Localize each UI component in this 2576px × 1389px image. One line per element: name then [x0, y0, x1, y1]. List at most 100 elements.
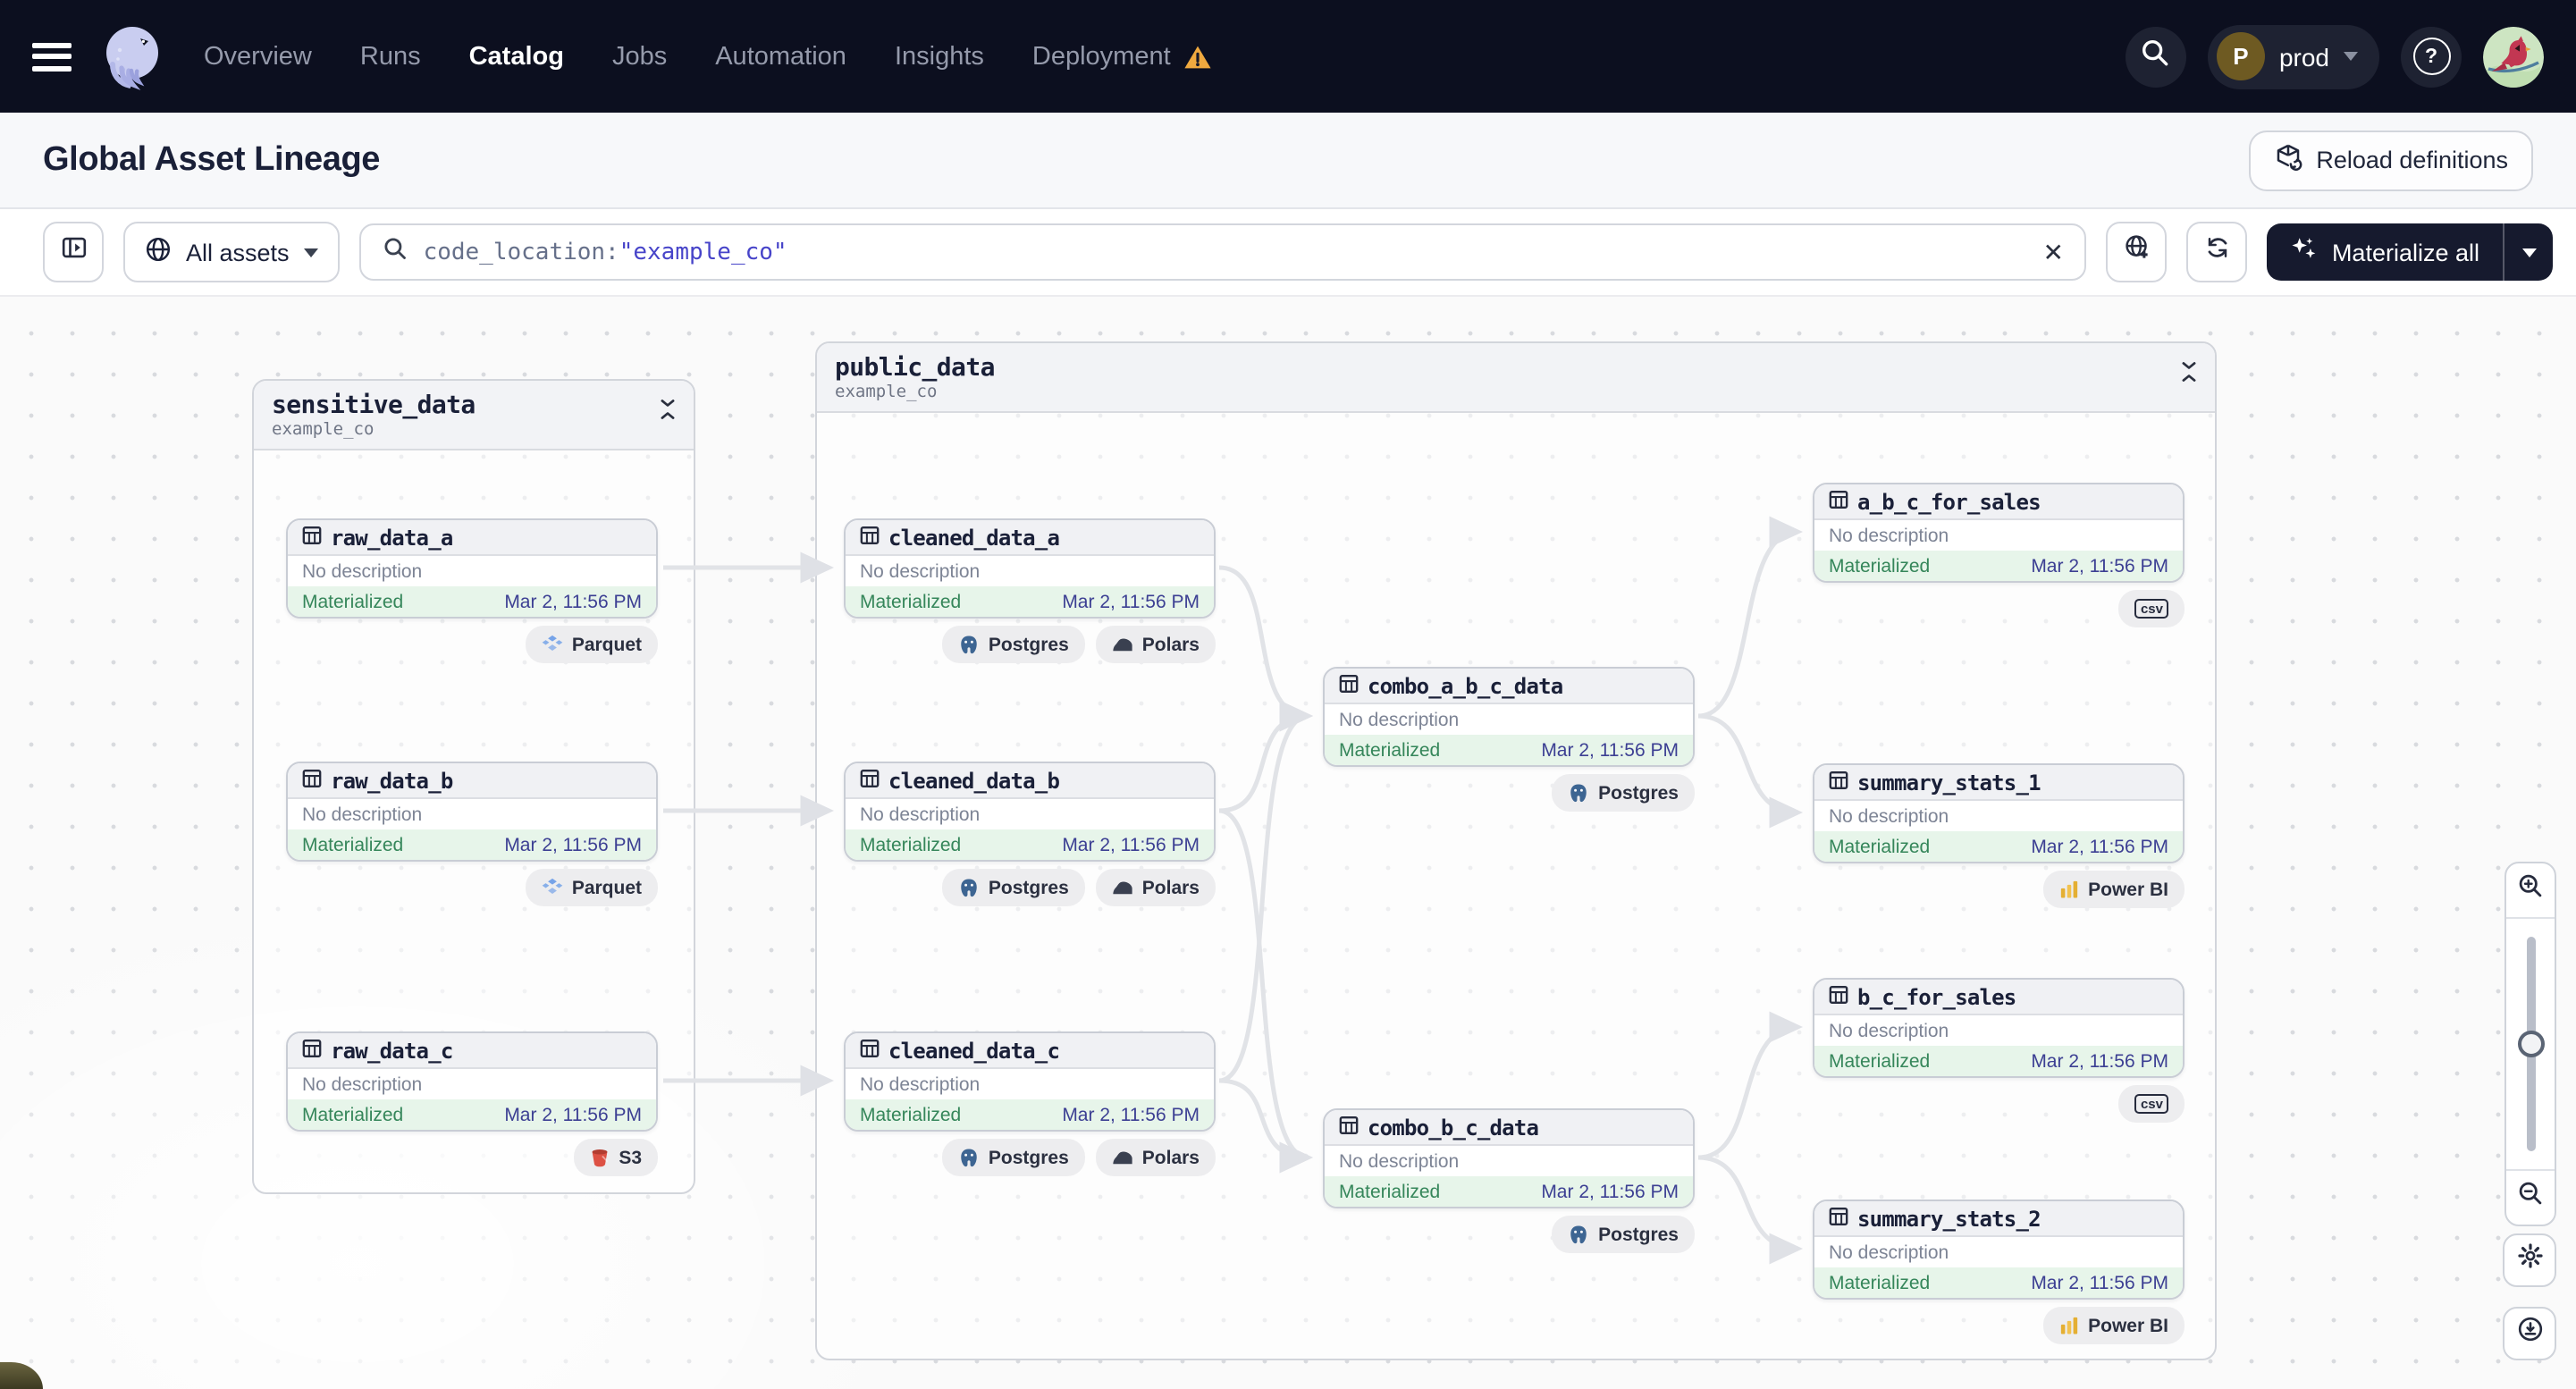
asset-node-summary_stats_2[interactable]: summary_stats_2 No description Materialize… — [1813, 1200, 2185, 1300]
collapse-group-icon[interactable] — [2181, 359, 2197, 391]
materialization-timestamp[interactable]: Mar 2, 11:56 PM — [1062, 591, 1200, 612]
chevron-down-icon — [2344, 52, 2358, 61]
tag-polars[interactable]: Polars — [1095, 869, 1216, 906]
asset-node-header: summary_stats_1 — [1814, 765, 2183, 801]
user-avatar[interactable] — [2483, 26, 2544, 87]
asset-tags-row: Power BI — [1813, 1307, 2185, 1344]
asset-name: combo_b_c_data — [1368, 1115, 1539, 1140]
asset-node-cleaned_data_b[interactable]: cleaned_data_b No description Materialized… — [844, 762, 1216, 862]
recenter-view-button[interactable] — [2503, 1307, 2556, 1360]
polars-icon — [1112, 1149, 1133, 1166]
asset-tags-row: csv — [1813, 1085, 2185, 1123]
nav-item-label: Catalog — [468, 42, 564, 71]
asset-node-header: cleaned_data_a — [846, 520, 1214, 556]
tag-csv[interactable]: csv — [2118, 590, 2185, 627]
status-badge: Materialized — [860, 834, 962, 855]
materialization-timestamp[interactable]: Mar 2, 11:56 PM — [2031, 836, 2168, 857]
materialization-timestamp[interactable]: Mar 2, 11:56 PM — [2031, 1050, 2168, 1072]
tag-postgres[interactable]: Postgres — [941, 626, 1085, 663]
nav-item-catalog[interactable]: Catalog — [469, 42, 564, 71]
materialize-options-button[interactable] — [2504, 223, 2553, 281]
nav-item-overview[interactable]: Overview — [204, 42, 312, 71]
new-lineage-view-button[interactable] — [2106, 222, 2168, 282]
tag-parquet[interactable]: Parquet — [525, 869, 658, 906]
materialization-timestamp[interactable]: Mar 2, 11:56 PM — [1062, 834, 1200, 855]
tag-csv[interactable]: csv — [2118, 1085, 2185, 1123]
asset-scope-label: All assets — [186, 239, 290, 265]
asset-node-combo_a_b_c_data[interactable]: combo_a_b_c_data No description Materializ… — [1323, 667, 1695, 767]
tag-postgres[interactable]: Postgres — [1552, 774, 1695, 812]
status-badge: Materialized — [1829, 1050, 1931, 1072]
tag-postgres[interactable]: Postgres — [941, 1139, 1085, 1176]
asset-node-cleaned_data_c[interactable]: cleaned_data_c No description Materialized… — [844, 1031, 1216, 1132]
nav-item-runs[interactable]: Runs — [360, 42, 421, 71]
tag-polars[interactable]: Polars — [1095, 626, 1216, 663]
refresh-button[interactable] — [2186, 222, 2248, 282]
zoom-in-button[interactable] — [2506, 863, 2555, 919]
asset-node-raw_data_a[interactable]: raw_data_a No description Materialized Mar … — [286, 518, 658, 619]
tag-power-bi[interactable]: Power BI — [2043, 871, 2185, 908]
zoom-out-button[interactable] — [2506, 1169, 2555, 1225]
asset-node-header: summary_stats_2 — [1814, 1201, 2183, 1237]
csv-icon: csv — [2134, 598, 2168, 619]
nav-item-deployment[interactable]: Deployment — [1032, 42, 1212, 71]
materialization-timestamp[interactable]: Mar 2, 11:56 PM — [504, 591, 642, 612]
nav-item-insights[interactable]: Insights — [895, 42, 984, 71]
asset-name: raw_data_a — [331, 525, 453, 550]
tag-parquet[interactable]: Parquet — [525, 626, 658, 663]
nav-item-label: Automation — [715, 42, 846, 71]
materialization-timestamp[interactable]: Mar 2, 11:56 PM — [504, 834, 642, 855]
asset-name: raw_data_c — [331, 1038, 453, 1063]
asset-node-b_c_for_sales[interactable]: b_c_for_sales No description Materialized M… — [1813, 978, 2185, 1078]
tag-polars[interactable]: Polars — [1095, 1139, 1216, 1176]
materialization-timestamp[interactable]: Mar 2, 11:56 PM — [1062, 1104, 1200, 1125]
materialize-all-button[interactable]: Materialize all — [2268, 223, 2503, 281]
hamburger-menu-icon[interactable] — [32, 42, 72, 71]
dagster-logo-icon[interactable] — [97, 21, 168, 92]
asset-node-a_b_c_for_sales[interactable]: a_b_c_for_sales No description Materialize… — [1813, 483, 2185, 583]
table-icon — [860, 521, 880, 553]
help-button[interactable]: ? — [2401, 26, 2462, 87]
status-badge: Materialized — [302, 591, 404, 612]
tag-label: Polars — [1141, 1147, 1200, 1168]
asset-status-row: Materialized Mar 2, 11:56 PM — [846, 1099, 1214, 1130]
asset-node-cleaned_data_a[interactable]: cleaned_data_a No description Materialized… — [844, 518, 1216, 619]
clear-search-icon[interactable]: ✕ — [2042, 238, 2064, 266]
status-badge: Materialized — [1829, 1272, 1931, 1293]
table-icon — [302, 521, 322, 553]
tag-s3[interactable]: S3 — [574, 1139, 658, 1176]
asset-name: combo_a_b_c_data — [1368, 673, 1563, 698]
materialization-timestamp[interactable]: Mar 2, 11:56 PM — [2031, 555, 2168, 577]
asset-status-row: Materialized Mar 2, 11:56 PM — [1325, 735, 1693, 765]
reload-definitions-button[interactable]: Reload definitions — [2248, 130, 2533, 190]
collapse-group-icon[interactable] — [660, 397, 676, 429]
toggle-side-panel-button[interactable] — [43, 222, 104, 282]
search-input[interactable]: code_location:"example_co" ✕ — [358, 223, 2087, 281]
asset-tags-row: Postgres — [1323, 774, 1695, 812]
asset-description: No description — [846, 556, 1214, 586]
materialization-timestamp[interactable]: Mar 2, 11:56 PM — [1541, 739, 1679, 761]
lineage-graph-canvas[interactable]: sensitive_data example_co public_data examp… — [0, 297, 2576, 1389]
zoom-slider[interactable] — [2506, 919, 2555, 1169]
tag-postgres[interactable]: Postgres — [941, 869, 1085, 906]
top-nav-bar: Overview Runs Catalog Jobs Automation Insight… — [0, 0, 2576, 113]
materialization-timestamp[interactable]: Mar 2, 11:56 PM — [2031, 1272, 2168, 1293]
asset-node-raw_data_b[interactable]: raw_data_b No description Materialized Mar … — [286, 762, 658, 862]
graph-settings-button[interactable] — [2503, 1233, 2556, 1287]
asset-status-row: Materialized Mar 2, 11:56 PM — [846, 829, 1214, 860]
tag-postgres[interactable]: Postgres — [1552, 1216, 1695, 1253]
global-search-button[interactable] — [2125, 26, 2186, 87]
asset-node-combo_b_c_data[interactable]: combo_b_c_data No description Materialized… — [1323, 1108, 1695, 1208]
tag-label: Parquet — [571, 877, 642, 898]
environment-switcher[interactable]: P prod — [2207, 24, 2379, 88]
zoom-slider-thumb[interactable] — [2517, 1031, 2544, 1057]
asset-node-summary_stats_1[interactable]: summary_stats_1 No description Materialize… — [1813, 763, 2185, 863]
materialization-timestamp[interactable]: Mar 2, 11:56 PM — [1541, 1181, 1679, 1202]
tag-power-bi[interactable]: Power BI — [2043, 1307, 2185, 1344]
nav-item-jobs[interactable]: Jobs — [612, 42, 667, 71]
nav-item-label: Jobs — [611, 42, 668, 71]
materialization-timestamp[interactable]: Mar 2, 11:56 PM — [504, 1104, 642, 1125]
nav-item-automation[interactable]: Automation — [715, 42, 846, 71]
asset-node-raw_data_c[interactable]: raw_data_c No description Materialized Mar … — [286, 1031, 658, 1132]
asset-scope-select[interactable]: All assets — [123, 222, 340, 282]
